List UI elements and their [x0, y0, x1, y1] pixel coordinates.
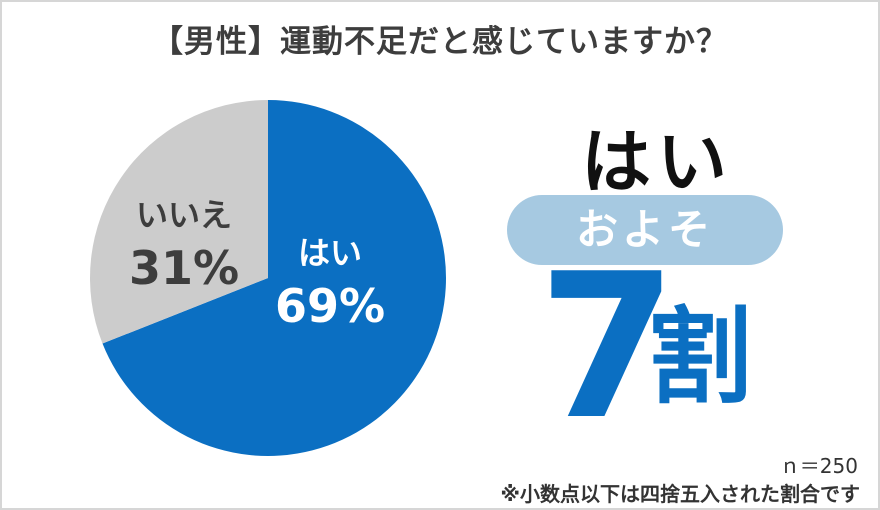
pie-value-label-2: 31%	[129, 241, 239, 295]
chart-title: 【男性】運動不足だと感じていますか？	[152, 24, 728, 60]
pie-slices	[90, 100, 446, 456]
pie-slice-2	[90, 100, 268, 344]
rounding-note: ※小数点以下は四捨五入された割合です	[500, 482, 860, 506]
summary-answer: はい	[581, 121, 733, 203]
summary-value: 7	[538, 231, 678, 464]
pie-labels: はい 69% いいえ 31%	[129, 196, 385, 333]
summary-approx-pill: およそ	[507, 195, 783, 265]
pie-slice-1	[102, 100, 446, 456]
pie-value-label-1: 69%	[275, 279, 385, 333]
sample-size: ｎ＝250	[779, 454, 858, 478]
pie-category-label-1: はい	[298, 234, 362, 272]
pie-category-label-2: いいえ	[136, 196, 232, 234]
summary-unit: 割	[648, 296, 753, 418]
